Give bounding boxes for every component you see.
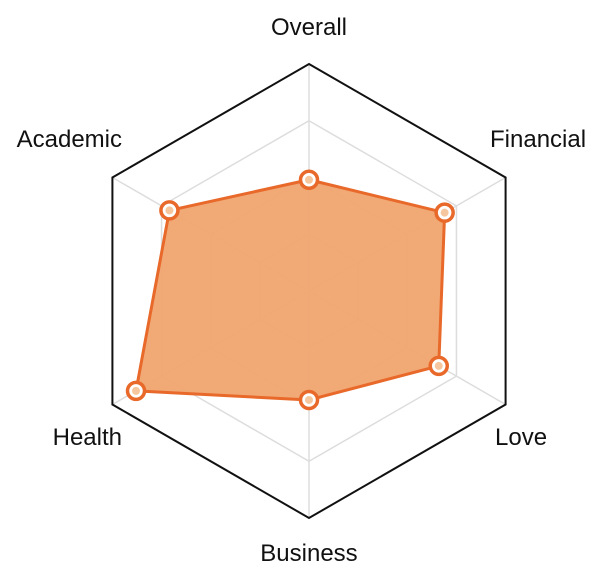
axis-label-financial: Financial — [490, 126, 586, 153]
grid-ring-outer — [111, 62, 507, 520]
axis-label-overall: Overall — [271, 14, 347, 41]
axis-label-academic: Academic — [17, 126, 122, 153]
axis-label-health: Health — [53, 424, 122, 451]
data-point-center-academic — [165, 206, 174, 215]
data-point-center-business — [305, 395, 313, 404]
data-point-center-love — [434, 361, 443, 370]
axis-labels: Overall Financial Love Business Health Academ… — [17, 14, 586, 567]
data-point-center-financial — [440, 208, 449, 217]
axis-label-business: Business — [260, 540, 357, 567]
data-point-center-health — [132, 386, 141, 395]
series-area-0 — [134, 178, 447, 402]
radar-series — [125, 169, 455, 411]
data-point-center-overall — [305, 175, 313, 184]
axis-label-love: Love — [495, 424, 547, 451]
